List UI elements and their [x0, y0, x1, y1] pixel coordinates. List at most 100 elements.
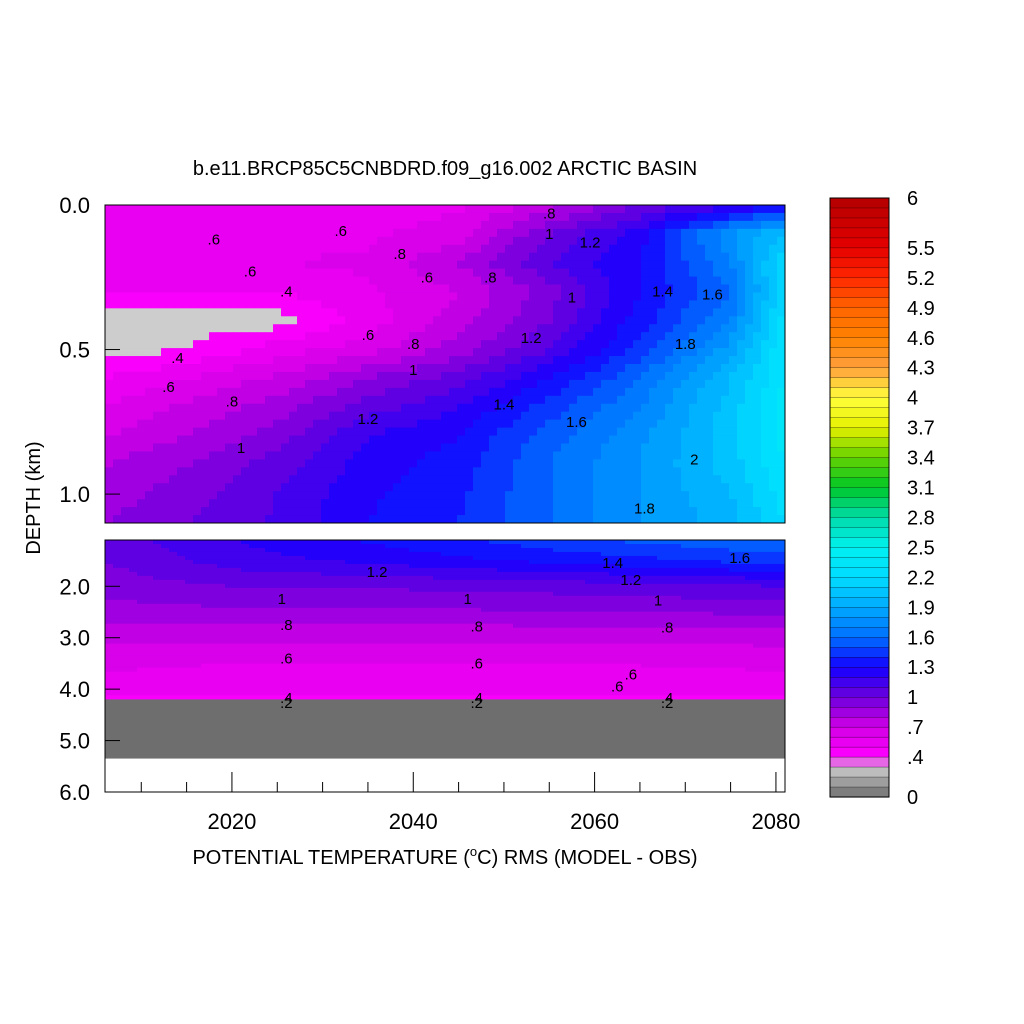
upper-field-cell	[673, 515, 682, 523]
upper-field-cell	[513, 212, 522, 222]
upper-field-cell	[385, 467, 394, 476]
lower-field-cell	[289, 551, 298, 557]
upper-field-cell	[553, 268, 562, 278]
upper-field-cell	[425, 332, 434, 341]
upper-field-cell	[217, 475, 226, 484]
lower-field-cell	[633, 595, 642, 601]
upper-field-cell	[449, 316, 458, 325]
upper-field-cell	[673, 292, 682, 301]
upper-field-cell	[233, 292, 242, 301]
lower-field-cell	[545, 591, 554, 597]
lower-field-cell	[201, 559, 210, 565]
lower-field-cell	[273, 599, 282, 605]
upper-field-cell	[193, 332, 202, 341]
upper-field-cell	[409, 300, 418, 309]
lower-field-cell	[537, 571, 546, 577]
upper-field-cell	[641, 252, 650, 262]
lower-field-cell	[553, 543, 562, 549]
upper-field-cell	[497, 340, 506, 349]
upper-field-cell	[769, 228, 778, 238]
upper-field-cell	[433, 276, 442, 286]
upper-field-cell	[521, 395, 530, 405]
upper-field-cell	[705, 324, 714, 333]
upper-field-cell	[505, 395, 514, 405]
lower-field-cell	[457, 607, 466, 613]
upper-field-cell	[369, 284, 378, 294]
upper-field-cell	[481, 483, 490, 492]
upper-field-cell	[353, 467, 362, 476]
upper-field-cell	[337, 300, 346, 309]
lower-field-cell	[273, 559, 282, 565]
upper-field-cell	[401, 507, 410, 516]
lower-field-cell	[233, 575, 242, 581]
lower-field-cell	[225, 599, 234, 605]
upper-field-cell	[241, 308, 250, 317]
upper-field-cell	[241, 427, 250, 437]
lower-field-cell	[545, 559, 554, 565]
upper-field-cell	[585, 483, 594, 492]
lower-field-cell	[297, 555, 306, 561]
upper-field-cell	[697, 244, 706, 254]
upper-field-cell	[257, 483, 266, 492]
lower-field-cell	[417, 611, 426, 617]
lower-field-cell	[585, 595, 594, 601]
lower-field-cell	[345, 595, 354, 601]
lower-field-cell	[513, 603, 522, 609]
upper-field-cell	[529, 419, 538, 429]
upper-field-cell	[377, 332, 386, 341]
upper-field-cell	[369, 419, 378, 429]
upper-field-cell	[753, 483, 762, 492]
upper-field-cell	[625, 332, 634, 341]
lower-field-cell	[481, 587, 490, 593]
upper-field-cell	[697, 491, 706, 500]
upper-field-cell	[497, 435, 506, 445]
lower-field-cell	[449, 591, 458, 597]
upper-field-cell	[449, 340, 458, 349]
lower-field-cell	[585, 575, 594, 581]
upper-field-cell	[401, 348, 410, 357]
upper-field-cell	[545, 220, 554, 230]
upper-field-cell	[769, 451, 778, 460]
upper-field-cell	[233, 260, 242, 270]
upper-field-cell	[481, 403, 490, 413]
lower-field-cell	[169, 583, 178, 589]
lower-field-cell	[641, 587, 650, 593]
upper-field-cell	[721, 459, 730, 468]
upper-field-cell	[153, 467, 162, 476]
upper-field-cell	[385, 300, 394, 309]
lower-field-cell	[393, 603, 402, 609]
upper-field-cell	[505, 205, 514, 214]
upper-field-cell	[505, 228, 514, 238]
upper-field-cell	[649, 467, 658, 476]
lower-field-cell	[625, 595, 634, 601]
lower-field-cell	[409, 603, 418, 609]
upper-field-cell	[657, 419, 666, 429]
upper-field-cell	[233, 308, 242, 317]
upper-field-cell	[697, 332, 706, 341]
lower-field-cell	[129, 571, 138, 577]
upper-field-cell	[617, 340, 626, 349]
upper-field-cell	[737, 260, 746, 270]
lower-field-cell	[313, 599, 322, 605]
upper-field-cell	[769, 459, 778, 468]
lower-field-cell	[481, 607, 490, 613]
upper-field-cell	[121, 332, 130, 341]
upper-field-cell	[169, 205, 178, 214]
lower-field-cell	[177, 603, 186, 609]
upper-field-cell	[545, 364, 554, 373]
upper-field-cell	[497, 411, 506, 421]
upper-field-cell	[569, 236, 578, 246]
upper-field-cell	[257, 467, 266, 476]
upper-field-cell	[201, 348, 210, 357]
lower-field-cell	[297, 547, 306, 553]
lower-field-cell	[769, 579, 778, 585]
lower-field-cell	[665, 595, 674, 601]
upper-field-cell	[649, 276, 658, 286]
lower-field-cell	[609, 547, 618, 553]
upper-field-cell	[361, 332, 370, 341]
upper-field-cell	[433, 308, 442, 317]
upper-field-cell	[521, 332, 530, 341]
upper-field-cell	[769, 332, 778, 341]
lower-field-cell	[353, 571, 362, 577]
upper-field-cell	[153, 483, 162, 492]
